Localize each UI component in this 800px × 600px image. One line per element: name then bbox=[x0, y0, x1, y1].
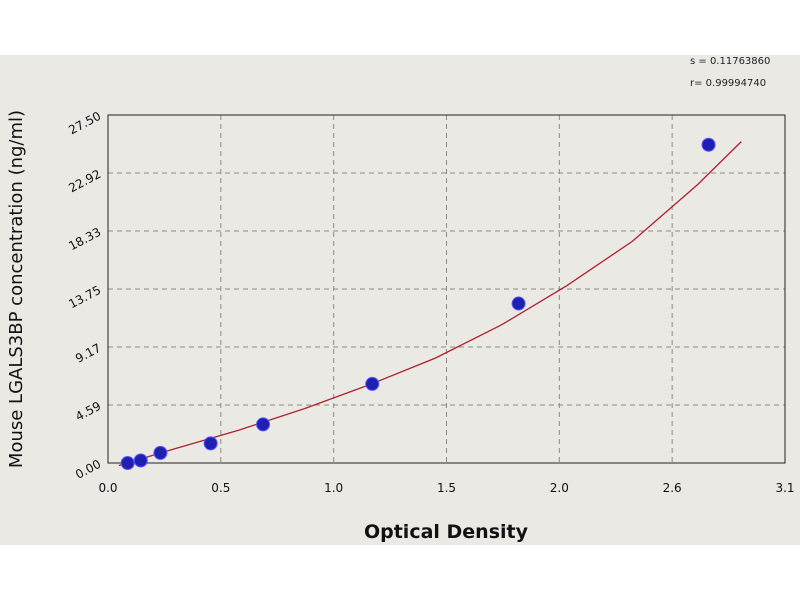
x-tick-label: 0.0 bbox=[98, 481, 117, 495]
data-points bbox=[120, 137, 716, 470]
data-point bbox=[701, 137, 716, 152]
x-axis-label: Optical Density bbox=[364, 521, 529, 543]
grid bbox=[108, 115, 785, 463]
y-tick-label: 0.00 bbox=[73, 457, 103, 482]
y-tick-label: 18.33 bbox=[66, 225, 103, 253]
y-axis-ticks: 0.00 4.59 9.17 13.75 18.33 22.92 27.50 bbox=[66, 109, 103, 482]
plot-area bbox=[107, 114, 786, 464]
x-tick-label: 1.5 bbox=[437, 481, 456, 495]
fit-curve-line bbox=[118, 141, 742, 467]
y-axis-label: Mouse LGALS3BP concentration (ng/ml) bbox=[6, 110, 27, 468]
data-point bbox=[203, 436, 218, 451]
x-tick-label: 0.5 bbox=[211, 481, 230, 495]
data-point bbox=[256, 417, 271, 432]
x-tick-label: 1.0 bbox=[324, 481, 343, 495]
data-point bbox=[153, 445, 168, 460]
data-point bbox=[511, 296, 526, 311]
data-point bbox=[120, 456, 135, 470]
fit-curve bbox=[118, 141, 742, 467]
y-tick-label: 9.17 bbox=[73, 341, 103, 366]
fit-stat-s: s = 0.11763860 bbox=[690, 56, 771, 67]
x-axis-ticks: 0.0 0.5 1.0 1.5 2.0 2.6 3.1 bbox=[98, 481, 794, 495]
data-point bbox=[365, 376, 380, 391]
x-tick-label: 3.1 bbox=[775, 481, 794, 495]
y-tick-label: 22.92 bbox=[66, 167, 103, 195]
y-tick-label: 4.59 bbox=[73, 399, 103, 424]
y-tick-label: 27.50 bbox=[66, 109, 103, 137]
y-tick-label: 13.75 bbox=[66, 283, 103, 311]
fit-stat-r: r= 0.99994740 bbox=[690, 78, 767, 89]
data-point bbox=[133, 453, 148, 468]
x-tick-label: 2.0 bbox=[550, 481, 569, 495]
x-tick-label: 2.6 bbox=[663, 481, 682, 495]
